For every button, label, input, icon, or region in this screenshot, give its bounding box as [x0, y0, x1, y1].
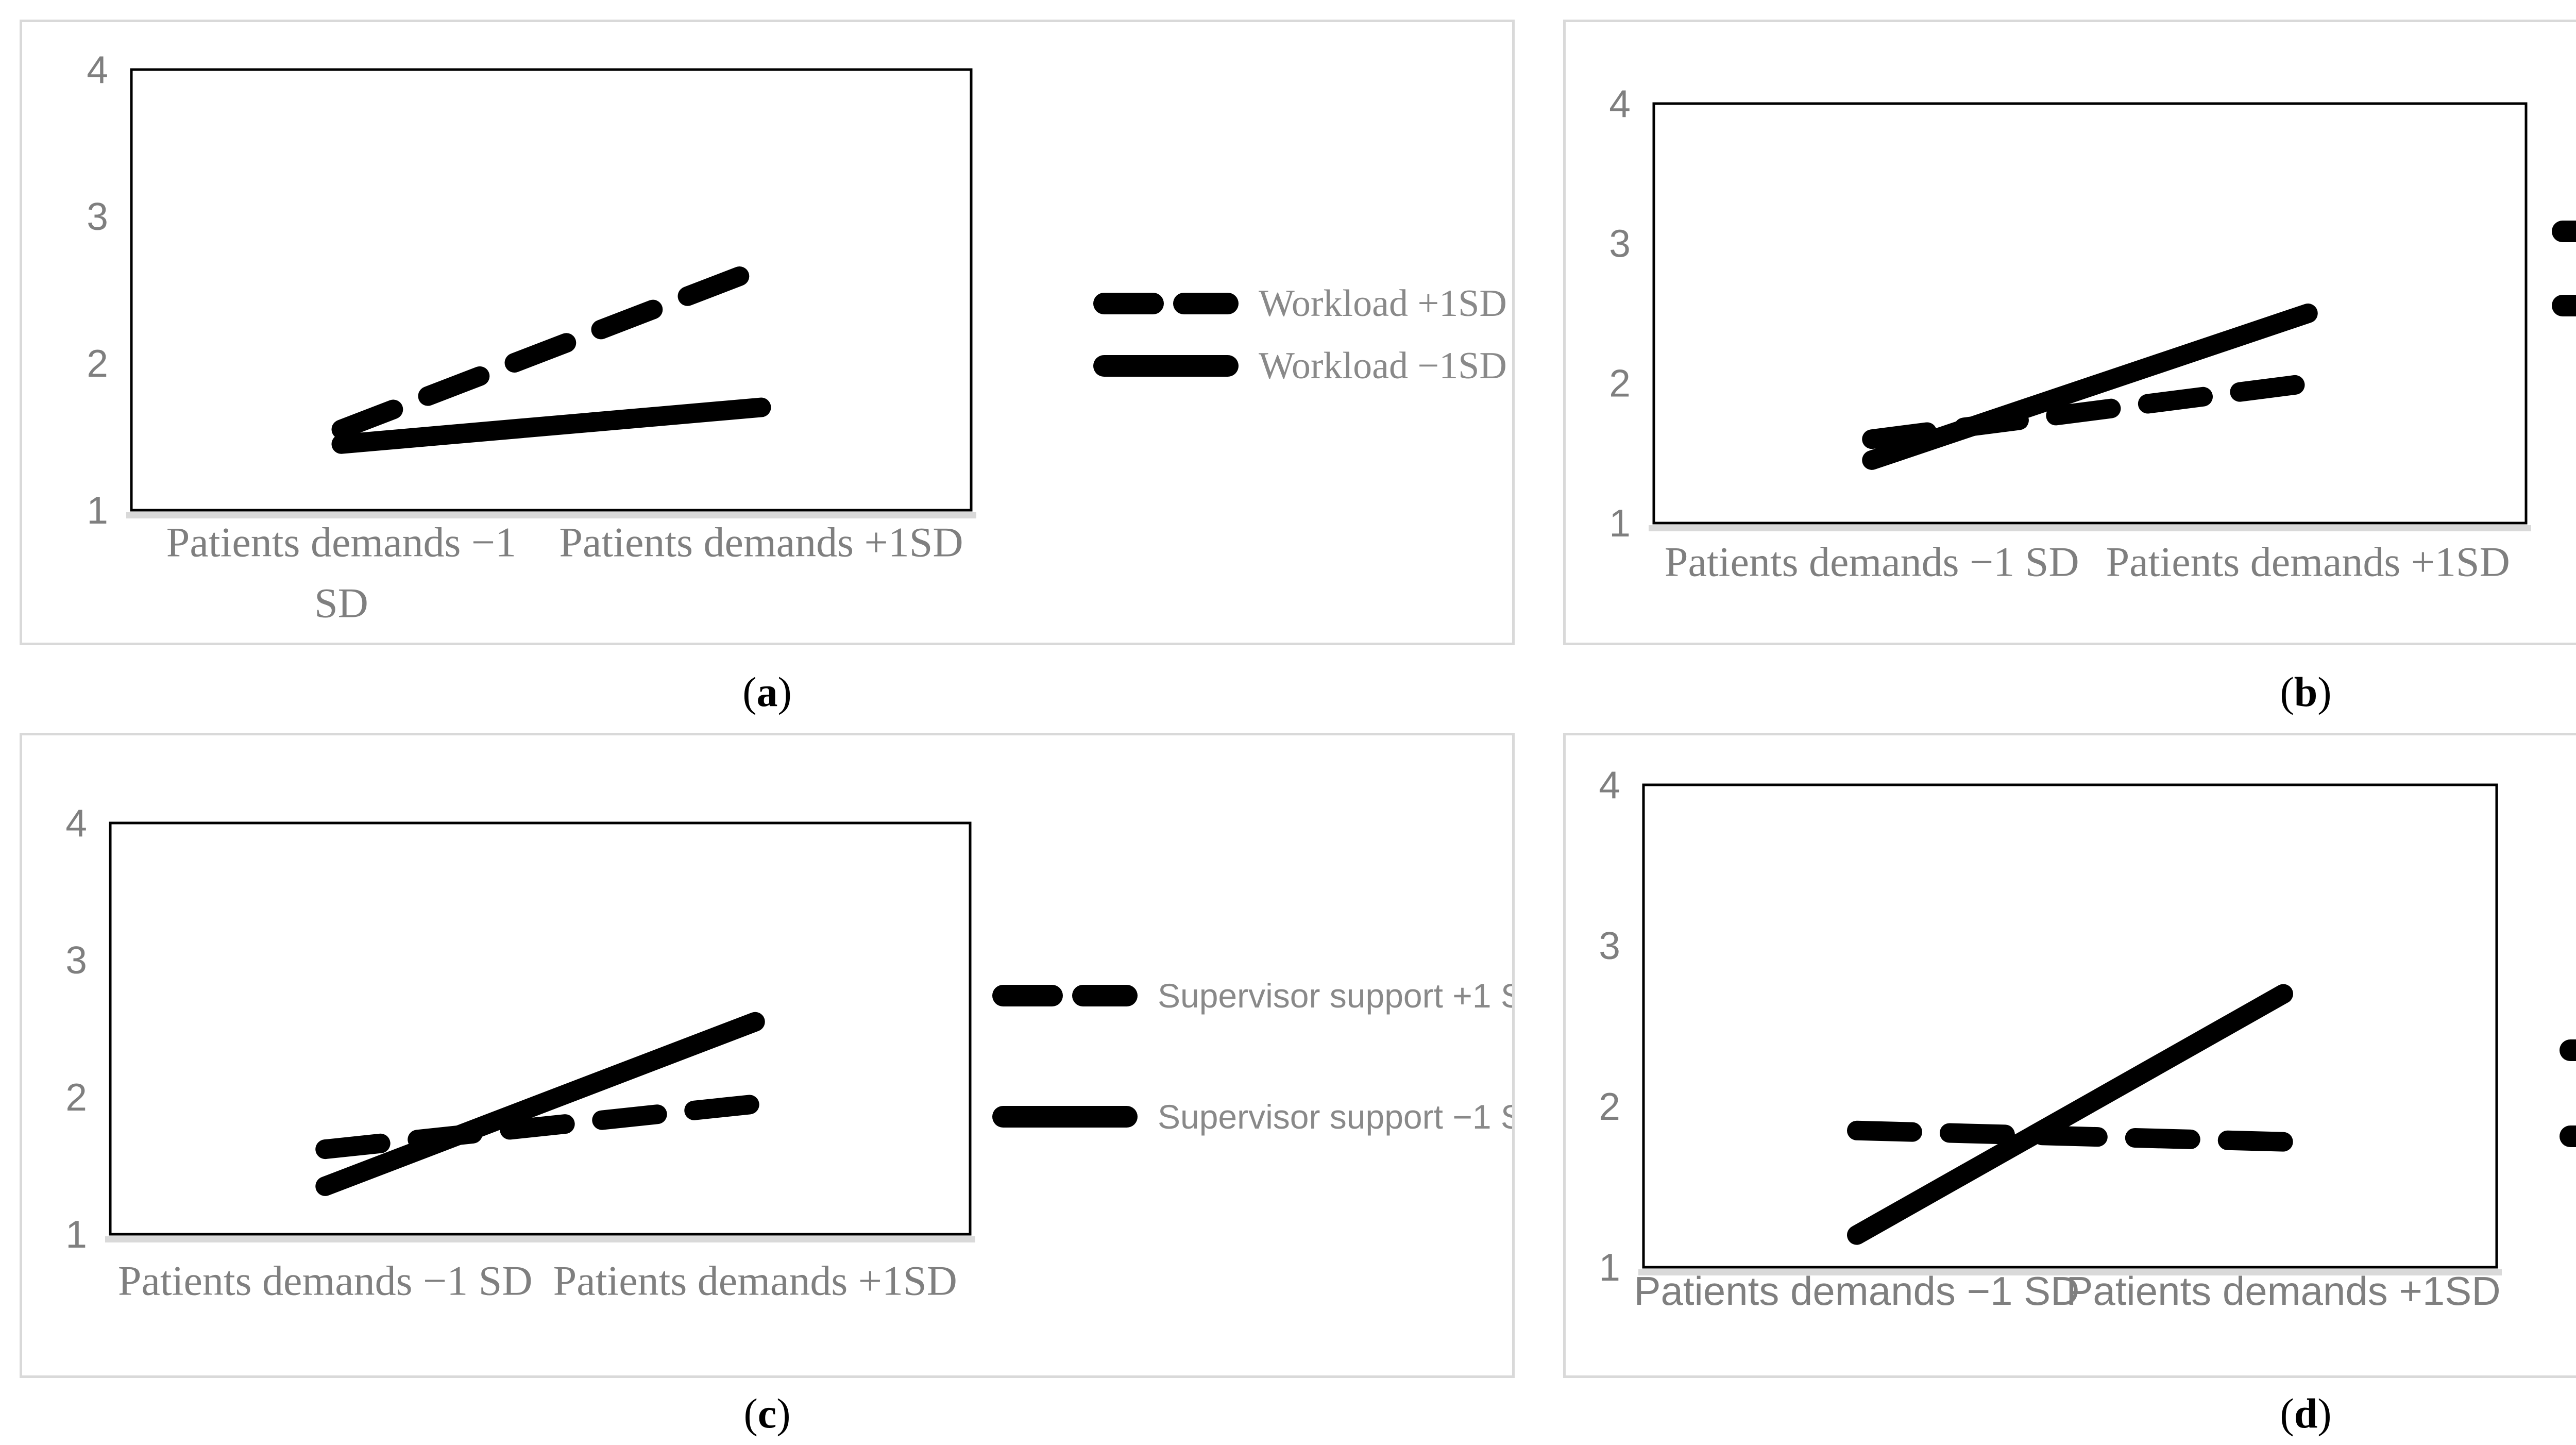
x-category-label: SD — [314, 580, 368, 627]
y-tick-label: 4 — [1609, 82, 1631, 125]
x-category-label: Patients demands −1 SD — [1665, 539, 2079, 585]
panel-caption-b: (b) — [1563, 668, 2576, 716]
series-line-dashed — [1847, 1120, 2293, 1152]
caption-close: ) — [2317, 668, 2332, 715]
series-line-solid — [315, 1012, 765, 1196]
caption-letter: d — [2294, 1390, 2318, 1437]
caption-open: ( — [2280, 1390, 2294, 1437]
series-line-dashed — [315, 1094, 765, 1160]
y-tick-label: 4 — [1599, 763, 1620, 806]
y-tick-label: 2 — [1609, 362, 1631, 405]
caption-close: ) — [776, 1390, 791, 1437]
plot-area — [130, 68, 973, 512]
series-line-dashed — [1862, 373, 2318, 449]
caption-letter: c — [757, 1390, 777, 1437]
x-category-label: Patients demands +1SD — [559, 519, 963, 566]
series-line-solid — [331, 397, 771, 454]
y-tick-label: 1 — [1609, 501, 1631, 545]
caption-close: ) — [777, 668, 792, 715]
caption-letter: a — [756, 668, 778, 715]
legend-label: Workload +1SD — [1259, 282, 1507, 325]
y-tick-label: 3 — [1599, 924, 1620, 967]
y-tick-label: 4 — [87, 48, 108, 91]
legend-label: Supervisor support +1 SD — [1158, 977, 1515, 1015]
y-tick-label: 2 — [65, 1076, 87, 1119]
series-line-solid — [1862, 304, 2318, 470]
y-tick-label: 2 — [87, 342, 108, 385]
plot-area — [1652, 102, 2528, 525]
y-tick-label: 3 — [87, 195, 108, 238]
y-tick-label: 3 — [65, 938, 87, 982]
chart-panel-b: 4321Job control +1 SDJob control −1 SDPa… — [1563, 20, 2576, 645]
x-category-label: Patients demands −1 — [166, 519, 516, 566]
y-tick-label: 3 — [1609, 222, 1631, 265]
x-category-label: Patients demands +1SD — [553, 1257, 957, 1304]
plot-area — [109, 821, 972, 1236]
chart-svg-d: 4321Team integration +1 SDTeam integrati… — [1599, 763, 2576, 1314]
series-line-solid — [1847, 984, 2293, 1245]
y-tick-label: 1 — [87, 489, 108, 532]
y-tick-label: 1 — [1599, 1246, 1620, 1289]
caption-letter: b — [2294, 668, 2318, 715]
chart-panel-a: 4 3 2 1 Workload +1SD Workload −1SD Patients d… — [20, 20, 1515, 645]
caption-close: ) — [2317, 1390, 2332, 1437]
y-tick-label: 2 — [1599, 1085, 1620, 1128]
chart-svg-a: 4 3 2 1 Workload +1SD Workload −1SD Patients d… — [87, 48, 1507, 627]
x-category-label: Patients demands +1SD — [2066, 1268, 2500, 1314]
legend-label: Supervisor support −1 SD — [1158, 1098, 1515, 1136]
caption-open: ( — [743, 1390, 758, 1437]
chart-svg-b: 4321Job control +1 SDJob control −1 SDPa… — [1609, 82, 2576, 585]
panel-caption-c: (c) — [20, 1389, 1515, 1438]
y-tick-label: 4 — [65, 801, 87, 845]
plot-area — [1642, 783, 2498, 1269]
caption-open: ( — [742, 668, 757, 715]
y-tick-label: 1 — [65, 1213, 87, 1256]
x-category-label: Patients demands −1 SD — [1634, 1268, 2079, 1314]
legend-label: Workload −1SD — [1259, 345, 1507, 387]
x-category-label: Patients demands +1SD — [2106, 539, 2510, 585]
panel-caption-d: (d) — [1563, 1389, 2576, 1438]
chart-panel-c: 4 3 2 1 Supervisor support +1 SD Supervisor s… — [20, 733, 1515, 1378]
x-category-label: Patients demands −1 SD — [118, 1257, 533, 1304]
chart-svg-c: 4 3 2 1 Supervisor support +1 SD Supervisor s… — [65, 801, 1515, 1304]
caption-open: ( — [2280, 668, 2294, 715]
panel-caption-a: (a) — [20, 668, 1515, 716]
series-line-dashed — [331, 258, 771, 440]
chart-panel-d: 4321Team integration +1 SDTeam integrati… — [1563, 733, 2576, 1378]
